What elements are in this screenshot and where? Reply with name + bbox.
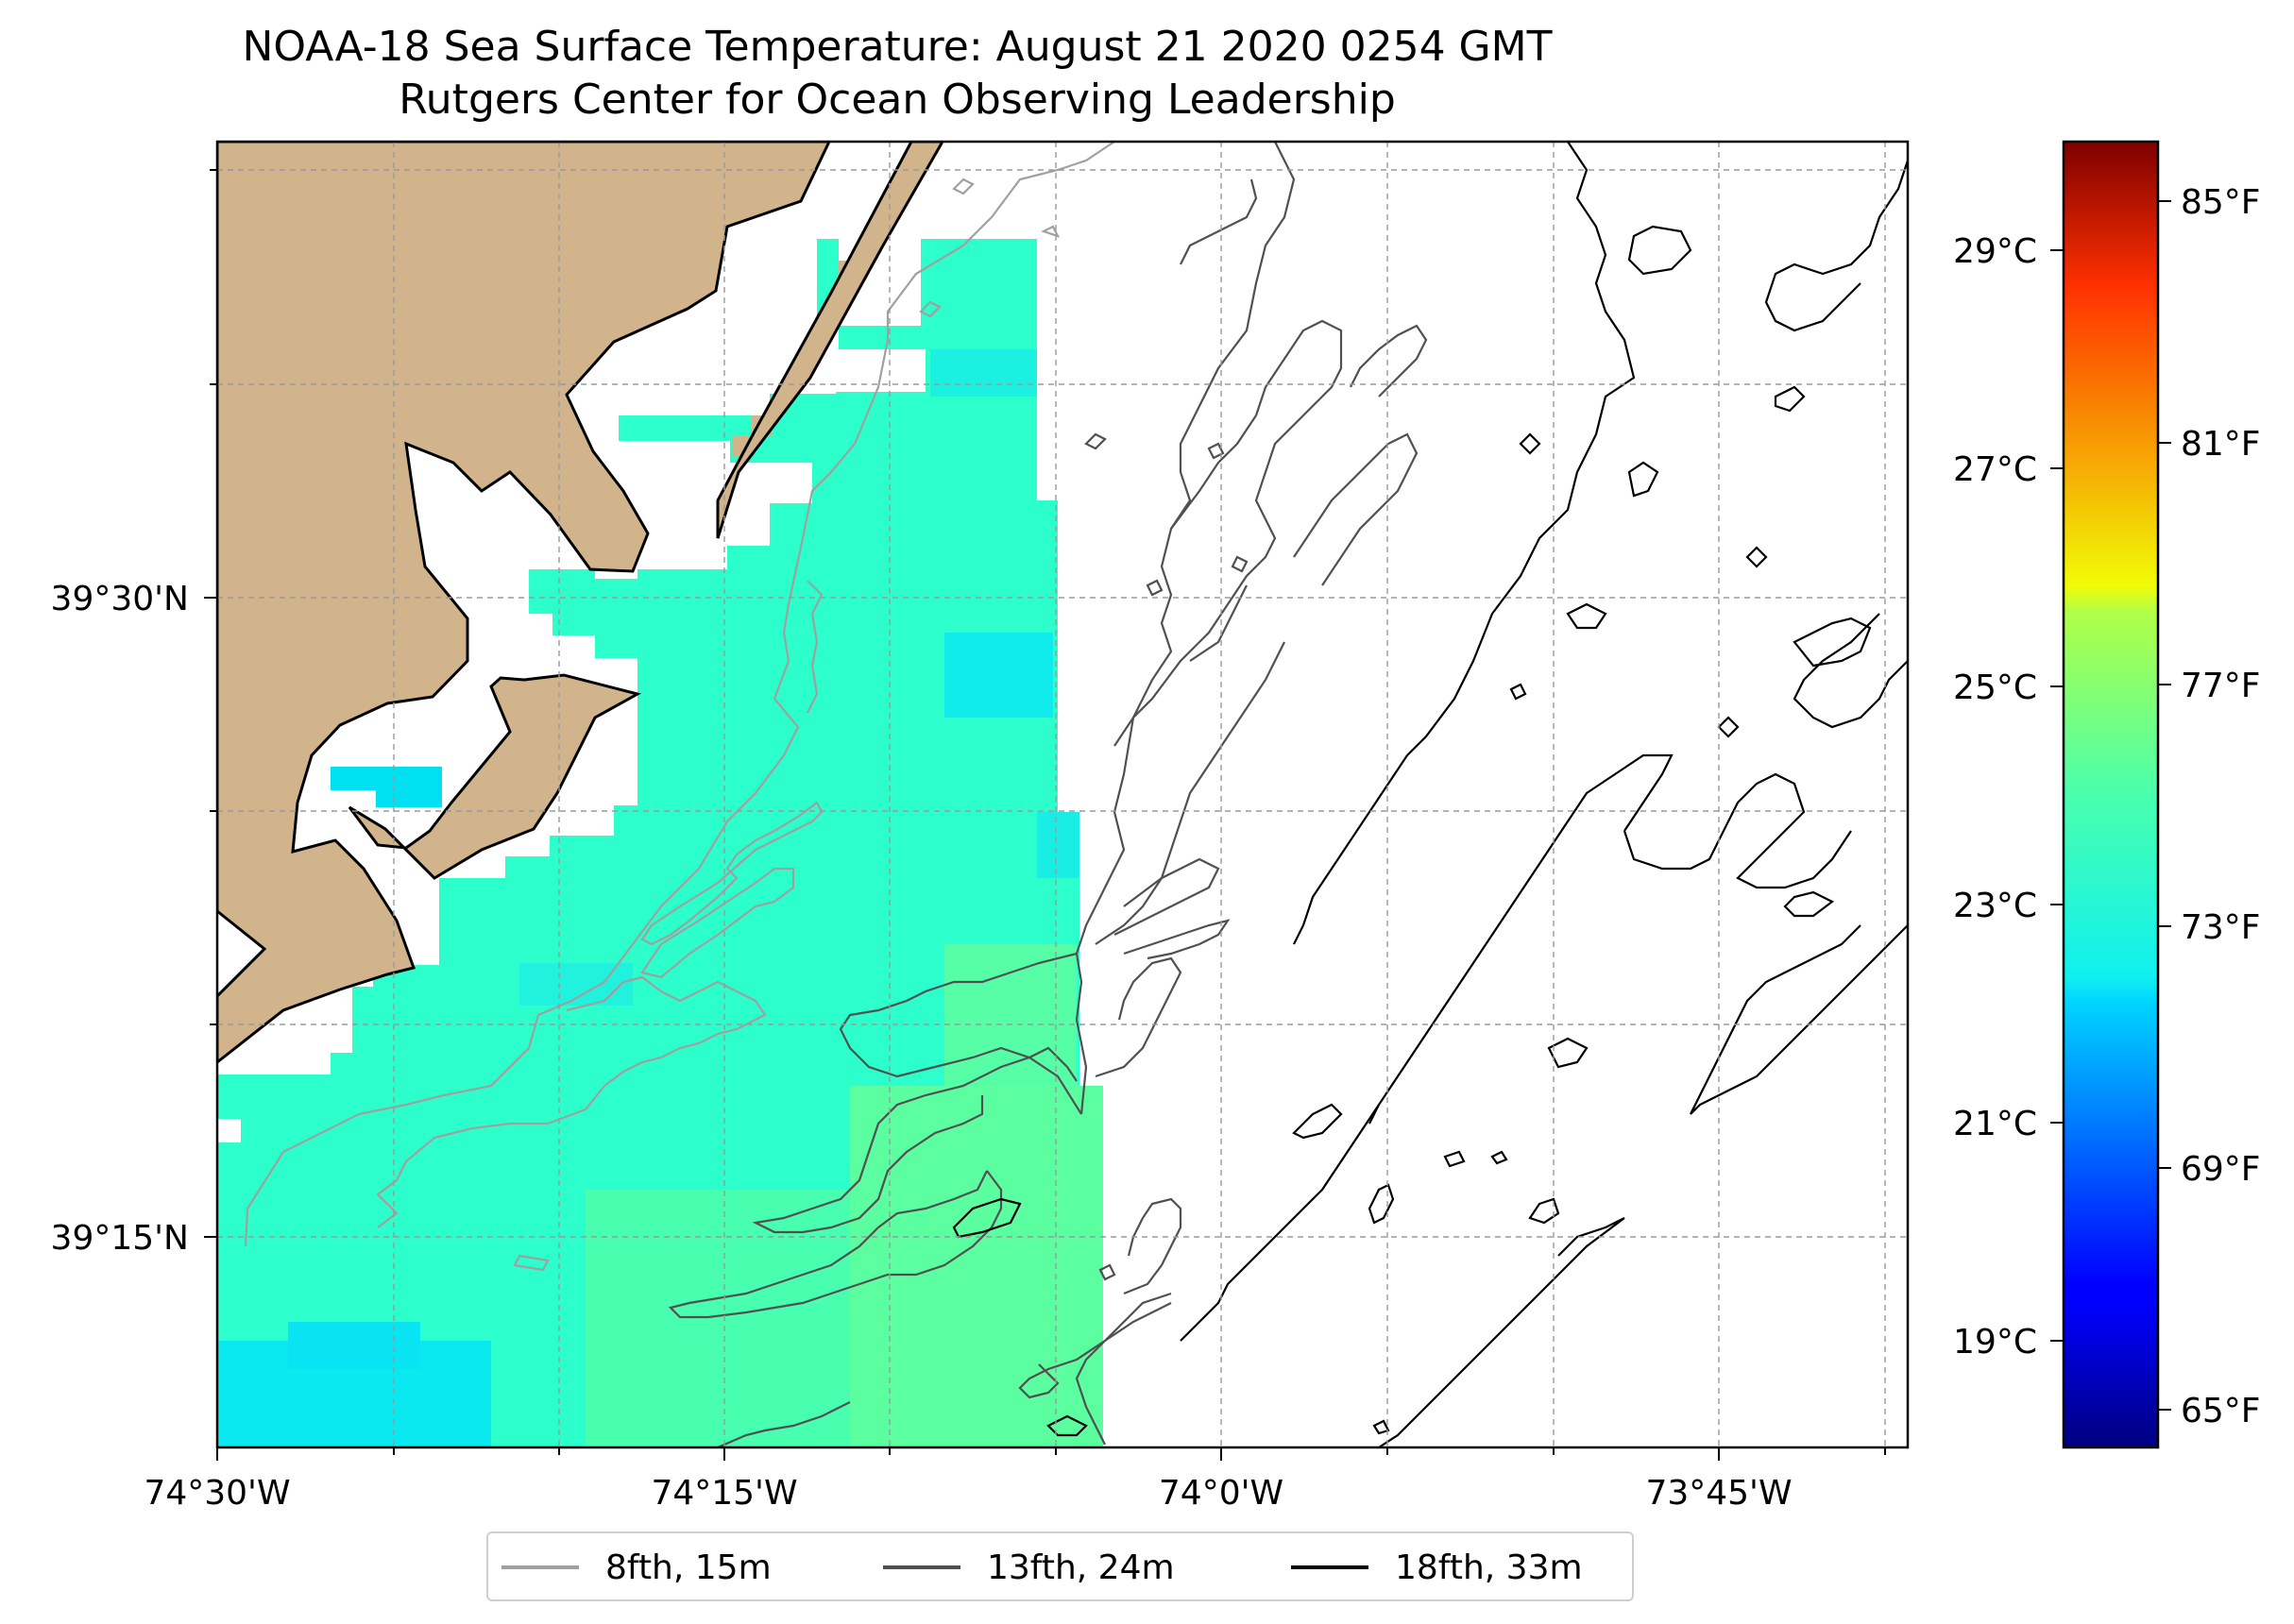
sst-pixels-green: [944, 944, 1077, 1086]
lon-tick-label: 74°0'W: [1159, 1474, 1283, 1513]
sst-pixels-cool: [376, 788, 442, 807]
map-tick-marks: [204, 169, 1886, 1461]
legend-label: 8fth, 15m: [605, 1548, 772, 1587]
lon-tick-label: 74°30'W: [144, 1474, 290, 1513]
page-subtitle: Rutgers Center for Ocean Observing Leade…: [399, 76, 1396, 124]
map-gridlines: [217, 142, 1908, 1447]
legend-line-black: [1291, 1565, 1368, 1569]
sst-pixels-cool: [944, 633, 1053, 718]
colorbar-gradient: [2062, 140, 2160, 1449]
isobath-13fth: [668, 142, 1428, 1447]
colorbar-celsius-label: 19°C: [1953, 1323, 2037, 1362]
page-title: NOAA-18 Sea Surface Temperature: August …: [242, 23, 1553, 71]
lat-tick-label: 39°30'N: [51, 580, 189, 618]
colorbar-celsius-label: 27°C: [1953, 450, 2037, 489]
peninsula: [348, 673, 642, 880]
legend-item-13fth: 13fth, 24m: [883, 1547, 1175, 1588]
colorbar-fahrenheit-label: 85°F: [2181, 183, 2261, 222]
contour-legend: 8fth, 15m 13fth, 24m 18fth, 33m: [486, 1531, 1634, 1601]
legend-item-18fth: 18fth, 33m: [1291, 1547, 1583, 1588]
sst-pixels-cool: [288, 1322, 420, 1369]
sst-pixels-cool: [331, 767, 442, 790]
sst-pixels-gap: [217, 1119, 241, 1142]
colorbar-fahrenheit-label: 65°F: [2181, 1392, 2261, 1430]
colorbar-fahrenheit-label: 69°F: [2181, 1150, 2261, 1189]
colorbar-celsius-label: 25°C: [1953, 668, 2037, 707]
sst-pixels-green: [850, 1086, 1103, 1447]
mainland-new-jersey: [217, 142, 831, 1064]
sst-pixels-cool: [930, 349, 1037, 397]
colorbar-celsius-label: 29°C: [1953, 232, 2037, 271]
colorbar-celsius-label: 23°C: [1953, 887, 2037, 925]
legend-label: 18fth, 33m: [1395, 1548, 1583, 1587]
lon-tick-label: 73°45'W: [1645, 1474, 1792, 1513]
sst-data-layer: [217, 239, 1103, 1447]
lat-tick-label: 39°15'N: [51, 1219, 189, 1258]
lon-tick-label: 74°15'W: [651, 1474, 797, 1513]
sst-pixels-cool: [1037, 812, 1079, 878]
colorbar-celsius-label: 21°C: [1953, 1105, 2037, 1143]
isobath-18fth: [952, 142, 1908, 1447]
colorbar-fahrenheit-label: 77°F: [2181, 667, 2261, 705]
legend-item-8fth: 8fth, 15m: [501, 1547, 772, 1588]
barrier-island: [716, 142, 944, 539]
legend-line-dark-gray: [883, 1565, 960, 1569]
map-frame: [215, 140, 1910, 1449]
colorbar-fahrenheit-label: 73°F: [2181, 908, 2261, 947]
legend-label: 13fth, 24m: [987, 1548, 1175, 1587]
isobath-8fth: [244, 142, 1115, 1272]
colorbar-fahrenheit-label: 81°F: [2181, 425, 2261, 464]
colorbar: 29°C 27°C 25°C 23°C 21°C 19°C 85°F 81°F …: [1953, 140, 2261, 1449]
sst-pixels-green: [586, 1190, 850, 1447]
legend-line-light-gray: [501, 1565, 579, 1569]
coastline-land: [217, 142, 944, 1064]
